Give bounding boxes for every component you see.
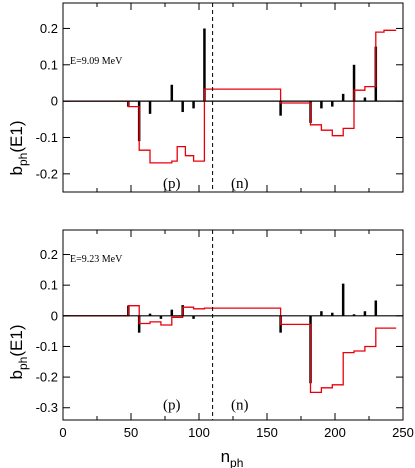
upper-ylabel: bph(E1) [7,121,30,176]
upper-plot-frame [62,2,404,193]
lower-ytick-label: 0.1 [40,278,58,293]
lower-energy-label: E=9.23 MeV [70,254,123,265]
upper-region-label: (p) [163,176,181,192]
lower-ytick-label: -0.2 [36,370,58,385]
upper-cumulative-line [63,29,397,164]
lower-xlabel: nph [221,447,244,468]
upper-ytick-label: 0.1 [40,57,58,72]
lower-xtick-label: 100 [188,425,210,440]
upper-ytick-label: -0.2 [36,166,58,181]
lower-xtick-label: 50 [124,425,138,440]
lower-ytick-label: 0.2 [40,247,58,262]
lower-region-label: (p) [163,398,181,414]
upper-bars [127,28,378,142]
upper-panel: E=9.09 MeV bph(E1) -0.2 -0.1 0 0.1 0.2 (p) (n) [7,2,404,193]
lower-ytick-label: 0 [51,308,58,323]
lower-xtick-label: 150 [256,425,278,440]
upper-energy-label: E=9.09 MeV [70,56,123,67]
lower-cumulative-line [63,305,397,394]
lower-ytick-label: -0.3 [36,400,58,415]
upper-ytick-label: 0.2 [40,21,58,36]
lower-bars [127,283,378,384]
lower-xtick-label: 200 [324,425,346,440]
upper-ytick-label: -0.1 [36,130,58,145]
upper-region-label: (n) [231,176,249,192]
upper-ytick-label: 0 [51,94,58,109]
lower-xtick-label: 0 [59,425,66,440]
lower-ytick-label: -0.1 [36,339,58,354]
lower-region-label: (n) [231,398,249,414]
lower-panel: E=9.23 MeV bph(E1) nph -0.3 -0.2 -0.1 0 0.1 0… [7,229,414,468]
lower-xtick-label: 250 [392,425,414,440]
lower-ylabel: bph(E1) [7,325,30,380]
